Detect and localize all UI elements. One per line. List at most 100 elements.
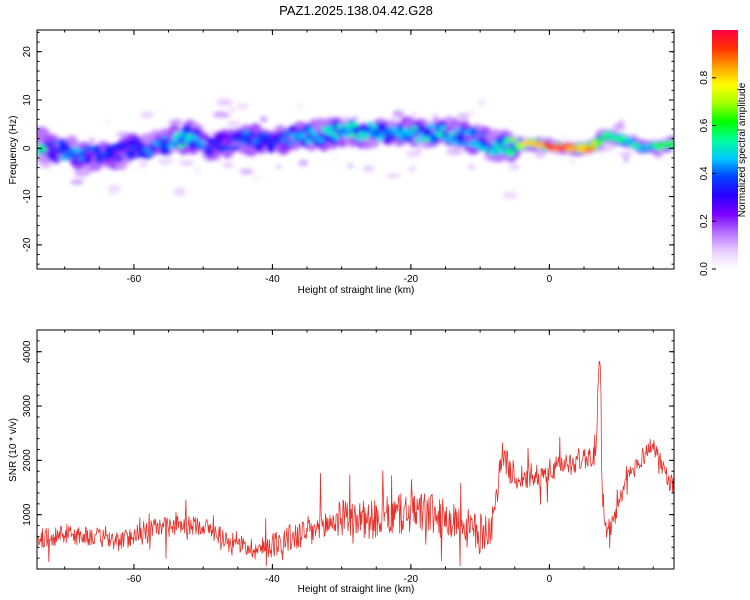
heatmap-cell <box>77 155 85 161</box>
heatmap-cell <box>385 126 393 132</box>
heatmap-cell <box>501 140 509 146</box>
heatmap-cell <box>479 131 487 137</box>
heatmap-cell <box>470 110 475 114</box>
heatmap-cell <box>456 112 471 120</box>
heatmap-cell <box>301 128 309 134</box>
heatmap-cell <box>562 135 569 140</box>
heatmap-cell <box>68 154 76 160</box>
heatmap-cell <box>43 142 51 148</box>
heatmap-cell <box>423 136 431 142</box>
heatmap-cell <box>167 143 175 149</box>
heatmap-cell <box>70 179 84 185</box>
heatmap-cell <box>158 144 166 150</box>
heatmap-cell <box>411 112 416 118</box>
heatmap-cell <box>227 121 242 127</box>
heatmap-cell <box>258 131 266 137</box>
heatmap-cell <box>491 141 499 147</box>
heatmap-cell <box>279 137 287 143</box>
heatmap-cell <box>228 106 237 114</box>
x-tick-label: -40 <box>265 574 280 585</box>
heatmap-cell <box>61 155 69 161</box>
heatmap-cell <box>364 163 371 167</box>
heatmap-cell <box>298 133 306 139</box>
heatmap-cell <box>252 176 262 181</box>
heatmap-cell <box>452 148 468 153</box>
heatmap-cell <box>239 168 254 175</box>
y-tick-label: 10 <box>22 94 33 106</box>
x-tick-label: -60 <box>127 274 142 285</box>
heatmap-cell <box>255 136 263 142</box>
heatmap-cell <box>392 110 405 118</box>
heatmap-cell <box>332 134 340 140</box>
heatmap-cell <box>468 127 479 138</box>
heatmap-cell <box>105 155 113 161</box>
spectrogram-panel: -60 -40 -20 0 -20 -10 0 10 20 Height of straigh… <box>8 29 675 296</box>
heatmap-cell <box>121 143 129 149</box>
heatmap-cell <box>223 112 230 119</box>
x-tick-label: 0 <box>547 274 553 285</box>
heatmap-cell <box>286 141 294 147</box>
heatmap-cell <box>73 170 90 177</box>
heatmap-cell <box>114 156 122 162</box>
heatmap-cell <box>347 163 354 168</box>
heatmap-cell <box>336 124 344 130</box>
heatmap-cell <box>504 137 512 143</box>
heatmap-cell <box>177 143 185 149</box>
heatmap-cell <box>345 123 353 129</box>
heatmap-cell <box>261 137 269 143</box>
figure-title: PAZ1.2025.138.04.42.G28 <box>279 3 433 18</box>
colorbar-tick-label: 0.0 <box>699 262 710 276</box>
colorbar-tick-label: 0.8 <box>699 70 710 84</box>
heatmap-cell <box>348 132 356 138</box>
heatmap-cell <box>216 98 233 107</box>
colorbar-tick-label: 0.2 <box>699 214 710 228</box>
heatmap-cell <box>510 137 518 143</box>
heatmap-cell <box>239 140 247 146</box>
heatmap-cell <box>618 152 634 156</box>
heatmap-cell <box>460 141 468 147</box>
heatmap-cell <box>180 132 188 138</box>
y-tick-label: -10 <box>22 189 33 204</box>
heatmap-cell <box>410 126 418 132</box>
heatmap-cell <box>170 138 178 144</box>
heatmap-cell <box>669 141 674 147</box>
heatmap-cell <box>65 150 73 156</box>
heatmap-cell <box>401 127 409 133</box>
heatmap-cell <box>612 124 626 131</box>
heatmap-cell <box>260 116 268 123</box>
heatmap-cell <box>597 137 605 143</box>
heatmap-cell <box>463 130 471 136</box>
spectrogram-frame <box>36 29 675 270</box>
heatmap-cell <box>373 128 381 134</box>
heatmap-cell <box>416 144 422 154</box>
heatmap-cell <box>205 146 213 152</box>
heatmap-cell <box>195 144 203 150</box>
heatmap-cell <box>174 131 182 137</box>
spectrogram-y-ticks: -20 -10 0 10 20 <box>22 31 674 265</box>
heatmap-cell <box>308 128 316 134</box>
y-tick-label: 2000 <box>22 449 33 472</box>
heatmap-cell <box>432 114 438 119</box>
heatmap-cell <box>208 137 216 143</box>
heatmap-cell <box>508 163 520 171</box>
heatmap-cell <box>236 102 250 110</box>
heatmap-cell <box>117 147 125 153</box>
spectrogram-x-axis-label: Height of straight line (km) <box>298 285 415 296</box>
heatmap-cell <box>654 153 663 158</box>
y-tick-label: -20 <box>22 237 33 252</box>
heatmap-cell <box>468 163 475 171</box>
heatmap-cell <box>195 168 200 174</box>
heatmap-cell <box>227 146 235 152</box>
heatmap-cell <box>445 136 453 142</box>
colorbar: 0.0 0.2 0.4 0.6 0.8 Normalized spectral ampl… <box>699 30 748 276</box>
heatmap-cell <box>173 187 186 196</box>
heatmap-cell <box>405 150 421 158</box>
heatmap-cell <box>623 155 629 163</box>
heatmap-cell <box>392 127 400 133</box>
heatmap-cell <box>248 132 256 138</box>
heatmap-cell <box>296 104 305 109</box>
heatmap-cell <box>230 136 238 142</box>
heatmap-cell <box>111 143 119 149</box>
heatmap-cell <box>435 132 443 138</box>
